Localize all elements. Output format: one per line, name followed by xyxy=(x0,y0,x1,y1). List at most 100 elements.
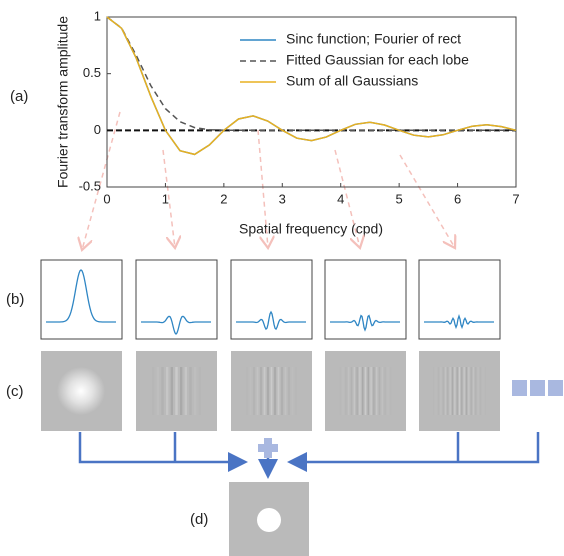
x-tick-label: 7 xyxy=(512,191,519,206)
grating-stripe xyxy=(359,367,361,415)
grating-stripe xyxy=(339,367,341,415)
stimulus-disc xyxy=(257,508,281,532)
grating-stripe xyxy=(345,367,347,415)
grating-stripe xyxy=(484,367,486,415)
plot-frame xyxy=(106,16,517,188)
grating-stripe xyxy=(433,367,435,415)
grating-stripe xyxy=(170,367,173,415)
grating-stripe xyxy=(298,367,301,415)
grating-stripe xyxy=(342,367,344,415)
grating-stripe xyxy=(175,367,178,415)
grating-stripe xyxy=(288,367,290,415)
grating-stripe xyxy=(295,367,297,415)
mini-plot-frame xyxy=(40,259,123,340)
x-tick-label: 2 xyxy=(220,191,227,206)
panel-label: (b) xyxy=(6,291,24,308)
grating-stripe xyxy=(180,367,183,415)
mini-plot-curve xyxy=(236,310,306,331)
grating-stripe xyxy=(198,367,201,415)
legend-label: Sinc function; Fourier of rect xyxy=(286,31,461,47)
grating-stripe xyxy=(281,367,283,415)
grating-stripe xyxy=(161,367,164,415)
grating-stripe xyxy=(486,367,489,415)
grating-stripe xyxy=(440,367,442,415)
mini-plot-frame xyxy=(230,259,313,340)
x-axis-label: Spatial frequency (cpd) xyxy=(239,221,383,237)
grating-stripe xyxy=(336,367,339,415)
combine-arrows xyxy=(78,432,540,479)
x-tick-label: 4 xyxy=(337,191,344,206)
x-tick-label: 5 xyxy=(396,191,403,206)
grating-stripe xyxy=(456,367,458,415)
grating-stripe xyxy=(367,367,369,415)
grating-stripe xyxy=(147,367,150,415)
grating-stripe xyxy=(384,367,386,415)
y-tick-label: 0 xyxy=(94,122,101,137)
grating-stripe xyxy=(249,367,252,415)
stimulus-blob xyxy=(57,367,105,415)
mini-plot-frame xyxy=(418,259,501,340)
grating-stripe xyxy=(166,367,169,415)
y-axis-label: Fourier transform amplitude xyxy=(55,16,71,188)
grating-stripe xyxy=(362,367,364,415)
grating-stripe xyxy=(263,367,266,415)
grating-stripe xyxy=(184,367,187,415)
grating-stripe xyxy=(454,367,456,415)
grating-stripe xyxy=(447,367,449,415)
x-tick-label: 3 xyxy=(279,191,286,206)
grating-stripe xyxy=(449,367,451,415)
grating-stripe xyxy=(353,367,355,415)
panel-label: (d) xyxy=(190,511,208,528)
grating-stripe xyxy=(260,367,262,415)
grating-stripe xyxy=(482,367,484,415)
grating-stripe xyxy=(378,367,381,415)
grating-stripe xyxy=(390,367,392,415)
mini-plot-curve xyxy=(330,314,400,332)
grating-stripe xyxy=(470,367,472,415)
grating-stripe xyxy=(392,367,395,415)
panels xyxy=(41,111,563,556)
x-tick-label: 1 xyxy=(162,191,169,206)
grating-stripe xyxy=(152,367,155,415)
grating-stripe xyxy=(465,367,468,415)
grating-stripe xyxy=(381,367,383,415)
y-tick-label: -0.5 xyxy=(79,178,101,193)
grating-stripe xyxy=(472,367,475,415)
mini-plot-curve xyxy=(46,269,116,323)
grating-stripe xyxy=(364,367,367,415)
panel-label: (c) xyxy=(6,383,24,400)
grating-stripe xyxy=(373,367,375,415)
grating-stripe xyxy=(194,367,197,415)
grating-stripe xyxy=(277,367,280,415)
grating-stripe xyxy=(189,367,192,415)
pointer-arrows xyxy=(82,111,455,250)
grating-stripe xyxy=(479,367,482,415)
mini-plot-frame xyxy=(135,259,218,340)
grating-stripe xyxy=(461,367,463,415)
grating-stripe xyxy=(350,367,353,415)
grating-stripe xyxy=(430,367,433,415)
panel-label: (a) xyxy=(10,88,28,105)
ellipsis xyxy=(512,380,563,396)
grating-stripe xyxy=(468,367,470,415)
grating-stripe xyxy=(463,367,465,415)
plus-icon xyxy=(258,438,278,458)
grating-stripe xyxy=(376,367,378,415)
grating-stripe xyxy=(270,367,273,415)
series-line xyxy=(106,16,517,156)
grating-stripe xyxy=(356,367,358,415)
grating-stripe xyxy=(477,367,479,415)
grating-stripe xyxy=(253,367,255,415)
grating-stripe xyxy=(246,367,248,415)
mini-plot-curve xyxy=(141,315,211,335)
grating-stripe xyxy=(348,367,350,415)
grating-stripe xyxy=(442,367,444,415)
x-tick-label: 6 xyxy=(454,191,461,206)
grating-stripe xyxy=(267,367,269,415)
legend-label: Fitted Gaussian for each lobe xyxy=(286,52,469,68)
mini-plot-frame xyxy=(324,259,407,340)
grating-stripe xyxy=(370,367,372,415)
grating-stripe xyxy=(242,367,245,415)
grating-stripe xyxy=(291,367,294,415)
